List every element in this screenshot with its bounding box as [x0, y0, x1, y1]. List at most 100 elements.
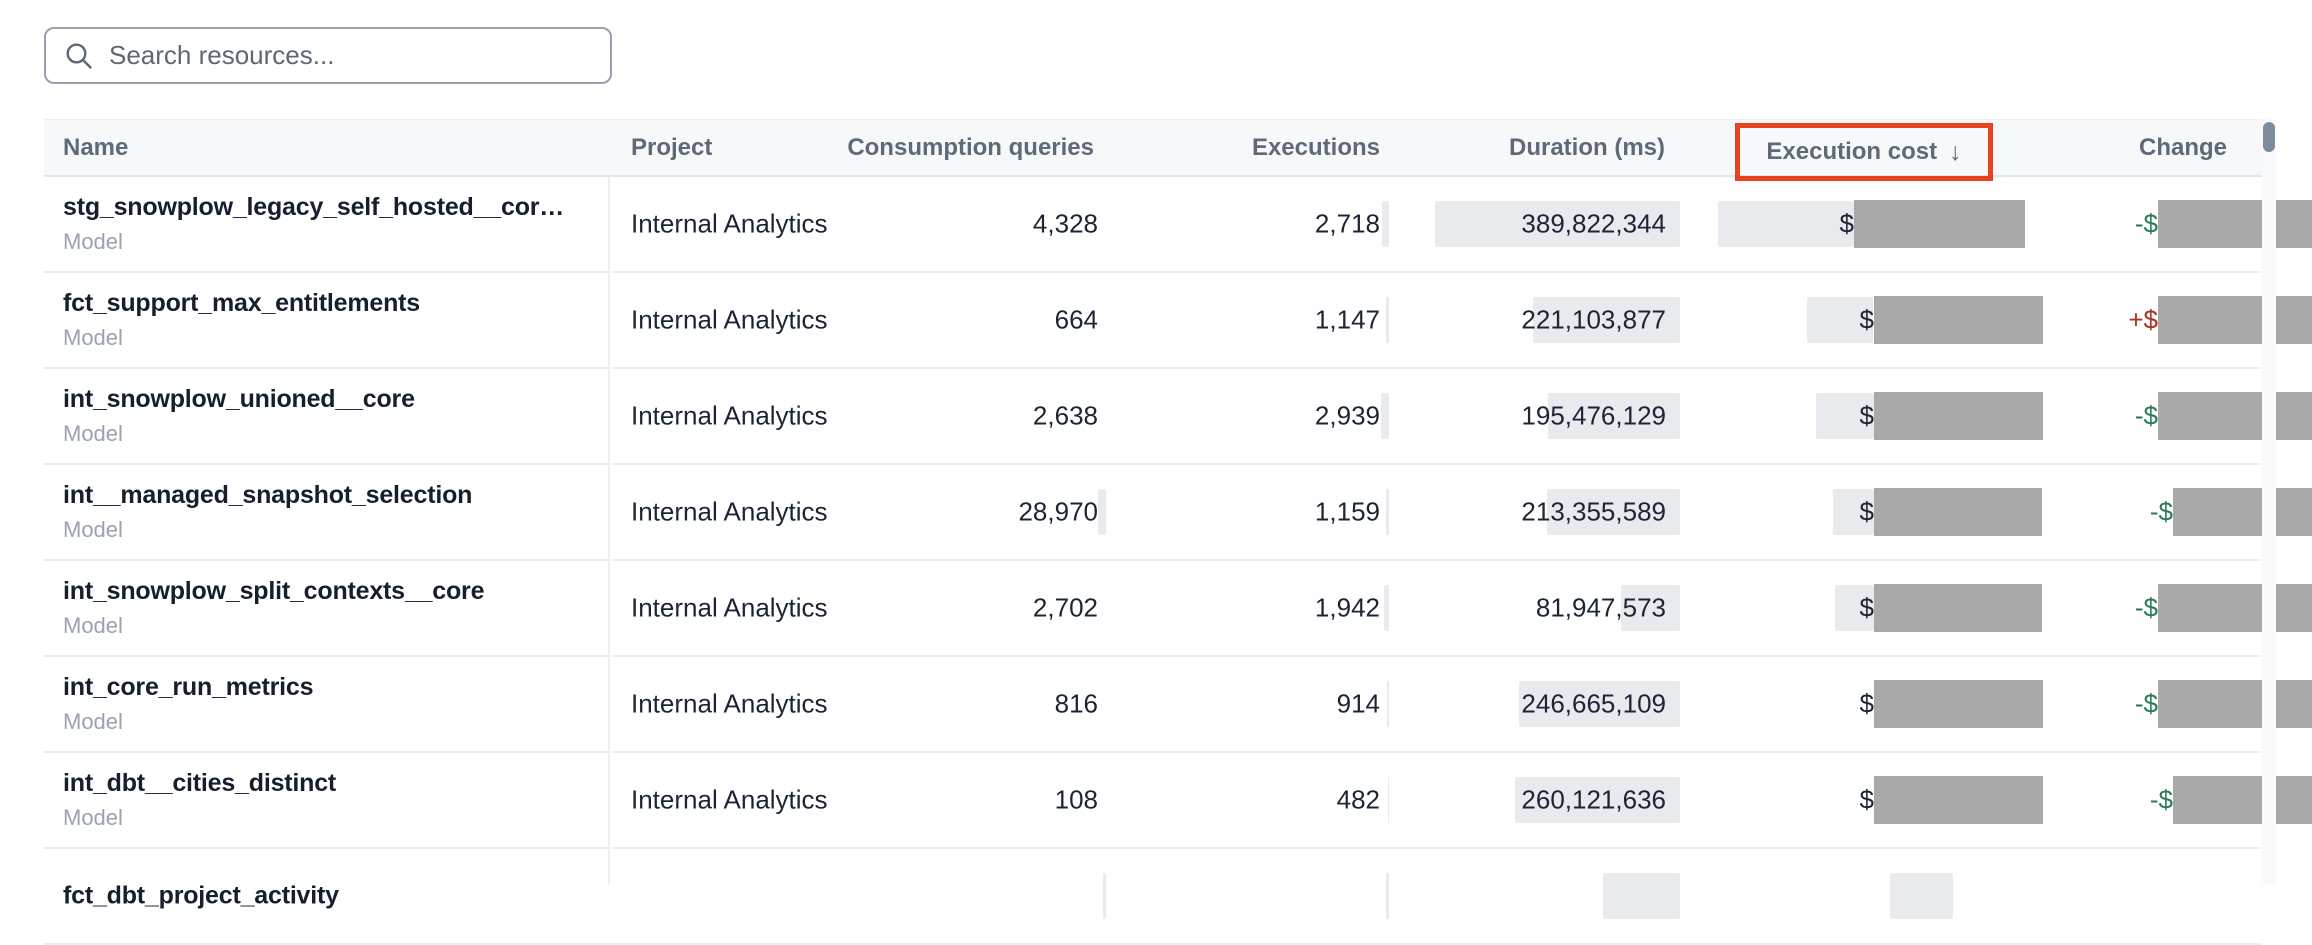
execution-cost-currency: $	[1859, 496, 1874, 527]
vertical-scrollbar-track[interactable]	[2262, 119, 2276, 884]
consumption-queries-value: 108	[1054, 784, 1098, 815]
resource-type: Model	[63, 613, 123, 638]
redacted-execution-cost	[1854, 200, 2025, 248]
redacted-change-value	[2158, 200, 2312, 248]
execution-cost-bar	[1833, 489, 1874, 535]
resource-type: Model	[63, 229, 123, 254]
execution-cost-currency: $	[1859, 784, 1874, 815]
table-row[interactable]: int_core_run_metrics Model Internal Anal…	[44, 657, 2312, 753]
column-header-duration[interactable]: Duration (ms)	[1509, 133, 1665, 161]
table-row[interactable]: int_snowplow_split_contexts__core Model …	[44, 561, 2312, 657]
executions-value: 482	[1336, 784, 1380, 815]
project-cell: Internal Analytics	[631, 208, 828, 239]
consumption-queries-value: 2,702	[1032, 592, 1098, 623]
resource-name[interactable]: int_core_run_metrics	[63, 673, 314, 701]
resource-name[interactable]: int_snowplow_unioned__core	[63, 385, 415, 413]
execution-cost-currency: $	[1859, 592, 1874, 623]
project-cell: Internal Analytics	[631, 784, 828, 815]
table-row[interactable]: stg_snowplow_legacy_self_hosted__cor… Mo…	[44, 177, 2312, 273]
redacted-change-value	[2173, 488, 2312, 536]
executions-bar	[1381, 393, 1389, 439]
executions-value: 2,718	[1314, 208, 1380, 239]
table-row[interactable]: int_snowplow_unioned__core Model Interna…	[44, 369, 2312, 465]
table-row-partial[interactable]: fct_dbt_project_activity	[44, 849, 2262, 945]
column-header-executions[interactable]: Executions	[1251, 133, 1380, 161]
execution-cost-currency: $	[1859, 304, 1874, 335]
project-cell: Internal Analytics	[631, 496, 828, 527]
consumption-queries-value: 28,970	[1018, 496, 1098, 527]
column-header-name[interactable]: Name	[63, 133, 129, 161]
executions-value: 1,159	[1314, 496, 1380, 527]
vertical-scrollbar-thumb[interactable]	[2263, 122, 2275, 152]
table-row[interactable]: int_dbt__cities_distinct Model Internal …	[44, 753, 2312, 849]
resource-type: Model	[63, 421, 123, 446]
executions-bar	[1388, 777, 1389, 823]
duration-value: 246,665,109	[1521, 688, 1666, 719]
project-cell: Internal Analytics	[631, 400, 828, 431]
search-icon	[66, 42, 92, 69]
duration-value: 260,121,636	[1521, 784, 1666, 815]
execution-cost-bar	[1835, 585, 1874, 631]
redacted-execution-cost	[1874, 776, 2043, 824]
change-sign: -$	[2149, 784, 2173, 815]
resource-name[interactable]: fct_support_max_entitlements	[63, 289, 420, 317]
change-sign: -$	[2134, 400, 2158, 431]
sort-descending-icon[interactable]: ↓	[1949, 137, 1962, 166]
resource-name[interactable]: int__managed_snapshot_selection	[63, 481, 473, 509]
execution-cost-currency: $	[1859, 400, 1874, 431]
search-input[interactable]	[109, 40, 592, 71]
project-cell: Internal Analytics	[631, 688, 828, 719]
execution-cost-bar	[1890, 873, 1953, 919]
redacted-execution-cost	[1874, 488, 2042, 536]
resource-type: Model	[63, 805, 123, 830]
executions-value: 914	[1336, 688, 1380, 719]
column-header-consumption-queries[interactable]: Consumption queries	[847, 133, 1094, 161]
consumption-bar	[1098, 489, 1106, 535]
annotation-highlight-box: Execution cost ↓	[1735, 123, 1993, 181]
executions-bar	[1386, 873, 1389, 919]
executions-value: 1,942	[1314, 592, 1380, 623]
resource-name[interactable]: int_dbt__cities_distinct	[63, 769, 337, 797]
duration-bar	[1547, 489, 1680, 535]
resource-name[interactable]: int_snowplow_split_contexts__core	[63, 577, 485, 605]
duration-value: 81,947,573	[1535, 592, 1666, 623]
change-sign: -$	[2134, 688, 2158, 719]
project-cell: Internal Analytics	[631, 592, 828, 623]
search-box[interactable]	[44, 27, 612, 84]
table-row[interactable]: fct_support_max_entitlements Model Inter…	[44, 273, 2312, 369]
execution-cost-currency: $	[1839, 208, 1854, 239]
resource-type: Model	[63, 517, 123, 542]
executions-bar	[1386, 489, 1389, 535]
consumption-bar	[1103, 873, 1106, 919]
duration-bar	[1435, 201, 1680, 247]
duration-bar	[1603, 873, 1680, 919]
duration-bar	[1533, 297, 1680, 343]
redacted-execution-cost	[1874, 680, 2043, 728]
table-row[interactable]: int__managed_snapshot_selection Model In…	[44, 465, 2312, 561]
execution-cost-bar	[1718, 201, 1854, 247]
redacted-change-value	[2158, 584, 2312, 632]
column-header-project[interactable]: Project	[631, 133, 713, 161]
execution-cost-bar	[1807, 297, 1873, 343]
resource-type: Model	[63, 325, 123, 350]
executions-value: 2,939	[1314, 400, 1380, 431]
redacted-execution-cost	[1874, 584, 2042, 632]
column-header-execution-cost[interactable]: Execution cost	[1766, 138, 1938, 165]
resource-name[interactable]: fct_dbt_project_activity	[63, 881, 339, 910]
table-header-row: Name Project Consumption queries Executi…	[44, 119, 2262, 177]
name-column-divider	[608, 119, 610, 884]
column-header-change[interactable]: Change	[2138, 133, 2227, 161]
resource-name[interactable]: stg_snowplow_legacy_self_hosted__cor…	[63, 193, 565, 221]
resources-table: Name Project Consumption queries Executi…	[44, 119, 2312, 945]
resource-type: Model	[63, 709, 123, 734]
duration-bar	[1621, 585, 1680, 631]
consumption-queries-value: 4,328	[1032, 208, 1098, 239]
duration-value: 389,822,344	[1521, 208, 1666, 239]
duration-bar	[1515, 777, 1680, 823]
project-cell: Internal Analytics	[631, 304, 828, 335]
change-sign: +$	[2128, 304, 2158, 335]
redacted-change-value	[2158, 392, 2312, 440]
duration-value: 213,355,589	[1521, 496, 1666, 527]
redacted-change-value	[2173, 776, 2312, 824]
consumption-queries-value: 664	[1054, 304, 1098, 335]
